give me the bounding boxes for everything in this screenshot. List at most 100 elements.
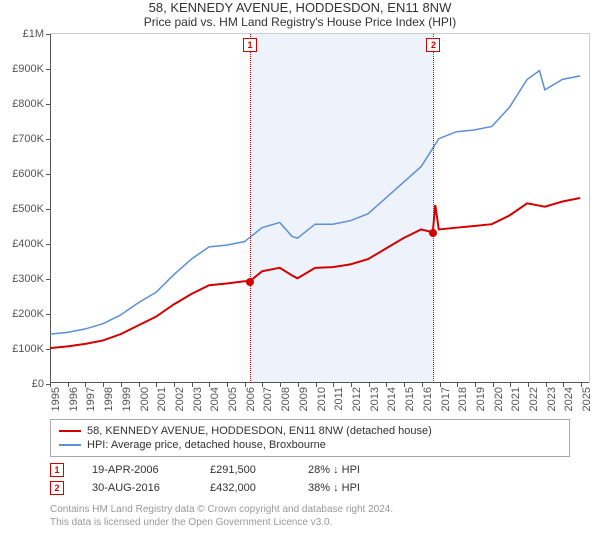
x-tick-label: 2021 — [510, 387, 522, 411]
x-tick-mark — [386, 383, 387, 387]
legend: 58, KENNEDY AVENUE, HODDESDON, EN11 8NW … — [50, 419, 570, 457]
x-tick-label: 2009 — [298, 387, 310, 411]
x-tick-mark — [103, 383, 104, 387]
sale-marker-2: 2 — [426, 38, 440, 52]
x-tick-mark — [316, 383, 317, 387]
x-tick-mark — [369, 383, 370, 387]
x-tick-mark — [546, 383, 547, 387]
footer-line-2: This data is licensed under the Open Gov… — [50, 516, 570, 529]
series-price_paid — [50, 198, 580, 348]
x-tick-label: 2016 — [422, 387, 434, 411]
x-tick-label: 2013 — [369, 387, 381, 411]
x-tick-mark — [440, 383, 441, 387]
x-tick-label: 2012 — [351, 387, 363, 411]
x-tick-mark — [457, 383, 458, 387]
sale-row: 230-AUG-2016£432,00038% ↓ HPI — [50, 479, 570, 497]
x-tick-mark — [510, 383, 511, 387]
chart-area: £0£100K£200K£300K£400K£500K£600K£700K£80… — [50, 33, 590, 413]
legend-item: HPI: Average price, detached house, Brox… — [59, 438, 561, 452]
y-tick-label: £400K — [12, 238, 44, 250]
chart-title: 58, KENNEDY AVENUE, HODDESDON, EN11 8NW — [0, 0, 600, 15]
sale-marker-1: 1 — [243, 38, 257, 52]
y-tick-label: £600K — [12, 168, 44, 180]
x-tick-mark — [563, 383, 564, 387]
x-tick-label: 1999 — [121, 387, 133, 411]
legend-item: 58, KENNEDY AVENUE, HODDESDON, EN11 8NW … — [59, 424, 561, 438]
sale-price: £291,500 — [210, 464, 280, 476]
x-tick-label: 2000 — [139, 387, 151, 411]
sale-delta: 38% ↓ HPI — [308, 482, 360, 494]
y-tick-label: £800K — [12, 98, 44, 110]
sale-price: £432,000 — [210, 482, 280, 494]
x-tick-mark — [156, 383, 157, 387]
x-tick-label: 2001 — [156, 387, 168, 411]
y-tick-label: £100K — [12, 343, 44, 355]
x-tick-label: 2005 — [227, 387, 239, 411]
x-tick-mark — [351, 383, 352, 387]
x-tick-label: 2002 — [174, 387, 186, 411]
legend-label: 58, KENNEDY AVENUE, HODDESDON, EN11 8NW … — [87, 425, 432, 437]
sale-dot — [246, 278, 254, 286]
x-tick-label: 2004 — [209, 387, 221, 411]
attribution-footer: Contains HM Land Registry data © Crown c… — [50, 503, 570, 529]
x-tick-mark — [174, 383, 175, 387]
x-tick-mark — [581, 383, 582, 387]
chart-container: 58, KENNEDY AVENUE, HODDESDON, EN11 8NW … — [0, 0, 600, 560]
marker-guide-line — [250, 34, 251, 383]
y-tick-label: £0 — [32, 378, 44, 390]
footer-line-1: Contains HM Land Registry data © Crown c… — [50, 503, 570, 516]
marker-guide-line — [433, 34, 434, 383]
y-tick-label: £200K — [12, 308, 44, 320]
y-tick-label: £700K — [12, 133, 44, 145]
sale-row: 119-APR-2006£291,50028% ↓ HPI — [50, 461, 570, 479]
legend-swatch — [59, 430, 81, 432]
y-tick-label: £500K — [12, 203, 44, 215]
chart-subtitle: Price paid vs. HM Land Registry's House … — [0, 15, 600, 29]
sales-table: 119-APR-2006£291,50028% ↓ HPI230-AUG-201… — [50, 461, 570, 497]
x-tick-mark — [262, 383, 263, 387]
x-tick-label: 2010 — [316, 387, 328, 411]
x-tick-mark — [404, 383, 405, 387]
x-tick-mark — [139, 383, 140, 387]
x-tick-label: 2007 — [262, 387, 274, 411]
x-tick-mark — [333, 383, 334, 387]
x-tick-mark — [528, 383, 529, 387]
plot-region: £0£100K£200K£300K£400K£500K£600K£700K£80… — [50, 33, 590, 383]
x-tick-label: 1995 — [50, 387, 62, 411]
x-tick-mark — [280, 383, 281, 387]
x-tick-mark — [475, 383, 476, 387]
x-tick-label: 2018 — [457, 387, 469, 411]
sale-row-marker: 2 — [50, 481, 64, 495]
x-tick-label: 2015 — [404, 387, 416, 411]
x-tick-mark — [298, 383, 299, 387]
x-tick-label: 2024 — [563, 387, 575, 411]
x-tick-label: 2025 — [581, 387, 593, 411]
sale-row-marker: 1 — [50, 463, 64, 477]
x-tick-mark — [192, 383, 193, 387]
x-tick-mark — [209, 383, 210, 387]
sale-dot — [429, 229, 437, 237]
x-tick-label: 1998 — [103, 387, 115, 411]
x-tick-label: 1997 — [85, 387, 97, 411]
sale-date: 19-APR-2006 — [92, 464, 182, 476]
y-tick-label: £1M — [23, 28, 44, 40]
x-tick-mark — [245, 383, 246, 387]
legend-label: HPI: Average price, detached house, Brox… — [87, 439, 326, 451]
legend-swatch — [59, 444, 81, 446]
x-tick-label: 2022 — [528, 387, 540, 411]
x-tick-mark — [85, 383, 86, 387]
x-tick-mark — [121, 383, 122, 387]
series-hpi — [50, 71, 580, 334]
y-tick-label: £300K — [12, 273, 44, 285]
x-tick-mark — [493, 383, 494, 387]
line-series-svg — [50, 34, 589, 383]
x-tick-label: 2020 — [493, 387, 505, 411]
x-tick-label: 2003 — [192, 387, 204, 411]
x-tick-label: 2008 — [280, 387, 292, 411]
x-tick-label: 2023 — [546, 387, 558, 411]
x-tick-label: 2006 — [245, 387, 257, 411]
x-tick-label: 2011 — [333, 387, 345, 411]
x-tick-mark — [50, 383, 51, 387]
x-tick-mark — [68, 383, 69, 387]
x-tick-label: 1996 — [68, 387, 80, 411]
